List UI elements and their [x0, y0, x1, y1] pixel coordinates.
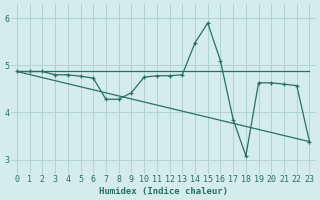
X-axis label: Humidex (Indice chaleur): Humidex (Indice chaleur): [99, 187, 228, 196]
